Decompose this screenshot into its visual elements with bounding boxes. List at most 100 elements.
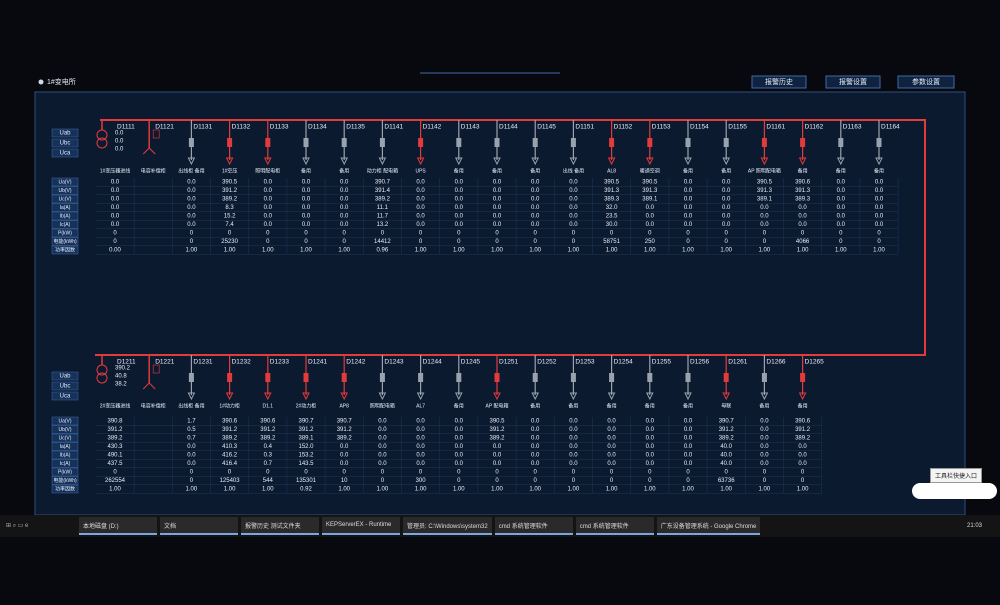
arrow (531, 157, 540, 166)
table-value: 389.2 (107, 436, 123, 442)
breaker (418, 138, 424, 147)
arrow (340, 392, 349, 401)
table-value: 1.00 (759, 248, 771, 254)
table-value: 0.0 (531, 197, 540, 203)
table-value: 11.7 (377, 214, 389, 220)
taskbar-item[interactable]: 管理员: C:\Windows\system32 (403, 517, 492, 535)
table-value: 0.0 (455, 205, 464, 211)
feeder-id: D1143 (461, 124, 480, 131)
table-value: 0.0 (493, 461, 502, 467)
taskbar-item[interactable]: 文档 (160, 517, 238, 535)
arrow (645, 392, 654, 401)
table-value: 0.0 (302, 197, 311, 203)
table-value: 0.0 (340, 188, 349, 194)
feeder-id: D1121 (155, 124, 174, 131)
table-value: 0.0 (416, 222, 425, 228)
feeder-label: 出线 备用 (563, 167, 584, 174)
feeder-id: D1131 (193, 124, 212, 131)
button-label[interactable]: 参数设置 (912, 77, 940, 86)
arrow (684, 392, 692, 401)
start-area[interactable]: ⊞ ⌕ ▭ e (6, 523, 29, 529)
table-value: 7.4 (225, 222, 234, 228)
button-label[interactable]: 报警设置 (839, 77, 867, 86)
label-box (51, 228, 79, 238)
arrow (607, 157, 616, 166)
label-box (51, 194, 79, 204)
phase-label: Uca (60, 394, 71, 400)
feeder-id: D1252 (537, 359, 557, 366)
table-value: 1.00 (568, 487, 580, 493)
feeder-label: UPS (415, 168, 426, 174)
table-value: 0 (419, 231, 423, 237)
button[interactable] (751, 75, 807, 89)
table-value: 15.2 (224, 214, 236, 220)
table-value: 390.7 (298, 419, 314, 425)
breaker (838, 138, 844, 147)
row-label: 功率因数 (55, 485, 75, 492)
breaker (647, 373, 653, 382)
row-label: Uc(V) (59, 196, 72, 202)
feeder-label: AP 配电箱 (486, 402, 509, 409)
table-value: 390.7 (719, 419, 735, 425)
table-value: 0.0 (722, 214, 731, 220)
table-value: 437.5 (107, 461, 123, 467)
feeder-id: D1152 (614, 124, 633, 131)
row-label: 功率因数 (55, 246, 75, 253)
feeder-label: 出线柜 备用 (178, 402, 204, 409)
breaker (303, 373, 309, 382)
table-value: 40.0 (720, 461, 732, 467)
table-value: 14412 (374, 239, 391, 245)
arrow (454, 392, 463, 401)
label-box (51, 467, 79, 477)
feeder-label: 母联 (721, 402, 731, 409)
feeder-label: 备用 (530, 167, 540, 174)
table-value: 0.0 (187, 188, 196, 194)
phase-label: Uab (59, 374, 71, 380)
table-value: 0.0 (302, 188, 311, 194)
table-value: 143.5 (298, 461, 314, 467)
taskbar-item[interactable]: cmd 系统管理软件 (494, 517, 573, 535)
table-value: 391.4 (375, 188, 391, 194)
arrow (722, 157, 731, 166)
table-value: 0.0 (760, 222, 769, 228)
table-value: 0.0 (837, 205, 846, 211)
button-label[interactable]: 报警历史 (765, 77, 793, 86)
transformer (96, 129, 108, 141)
row-label: Uc(V) (59, 435, 72, 441)
table-value: 0 (648, 231, 652, 237)
breaker (494, 373, 500, 382)
taskbar-item[interactable]: KEPServerEX - Runtime (322, 517, 400, 535)
button[interactable] (825, 75, 881, 89)
table-value: 300 (416, 478, 427, 484)
table-value: 410.3 (222, 444, 238, 450)
table-value: 13.2 (377, 222, 389, 228)
table-value: 0.0 (378, 436, 387, 442)
breaker (609, 138, 615, 147)
table-value: 0.0 (378, 419, 387, 425)
table-value: 389.2 (375, 197, 391, 203)
table-value: 1.00 (720, 248, 732, 254)
table-value: 389.2 (337, 436, 353, 442)
arrow (607, 392, 616, 401)
button[interactable] (897, 75, 955, 89)
table-value: 0 (343, 231, 347, 237)
feeder-id: D1256 (690, 359, 710, 366)
taskbar-item[interactable]: 报警历史 测试文件夹 (241, 517, 319, 535)
table-value: 0.0 (798, 444, 807, 450)
table-value: 58751 (603, 239, 620, 245)
table-value: 0.0 (684, 188, 693, 194)
taskbar-item[interactable]: 本地磁盘 (D:) (79, 517, 157, 535)
label-box (51, 442, 79, 451)
table-value: 0 (304, 470, 308, 476)
feeder-id: D1141 (384, 124, 403, 131)
feeder-label: 1#变压器进线 (100, 167, 131, 174)
taskbar-item[interactable]: 广东设备管理系统 - Google Chrome (656, 517, 761, 535)
table-value: 0.0 (340, 205, 349, 211)
taskbar-item[interactable]: cmd 系统管理软件 (575, 517, 654, 535)
table-value: 1.00 (262, 248, 274, 254)
breaker (532, 373, 538, 382)
table-value: 0.0 (531, 436, 540, 442)
arrow (302, 157, 310, 166)
floating-toolbar[interactable] (912, 483, 997, 499)
table-value: 0.0 (798, 214, 807, 220)
